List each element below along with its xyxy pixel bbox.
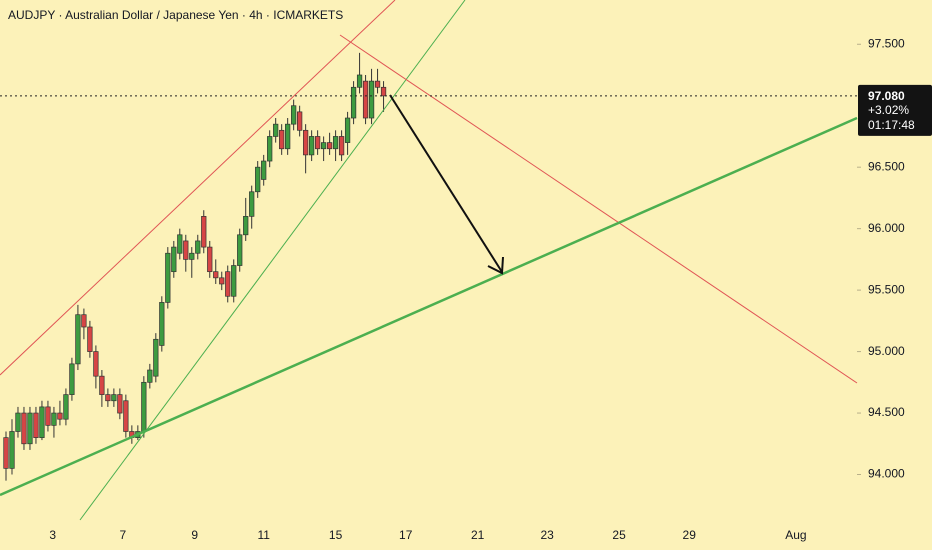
candle-body	[87, 326, 93, 352]
candle-body	[9, 431, 15, 469]
candle-body	[279, 129, 285, 150]
x-tick-label: Aug	[785, 528, 806, 542]
candle-body	[237, 234, 243, 266]
candle-body	[213, 271, 219, 279]
candle-body	[243, 216, 249, 236]
candle-body	[344, 117, 351, 143]
candle-body	[69, 363, 75, 395]
candle-body	[93, 351, 99, 377]
y-tick-label: 96.000	[868, 221, 905, 235]
candle-body	[297, 111, 303, 131]
candle-body	[285, 123, 291, 150]
candle-body	[63, 394, 69, 420]
candle-body	[111, 394, 117, 402]
candle-body	[177, 234, 183, 254]
y-tick-label: 94.500	[868, 405, 905, 419]
candle-body	[171, 246, 177, 273]
candle-body	[309, 136, 315, 156]
x-tick-label: 29	[683, 528, 697, 542]
x-tick-label: 15	[329, 528, 343, 542]
candles	[3, 52, 387, 481]
drawings	[0, 0, 858, 521]
countdown-label: 01:17:48	[868, 118, 915, 132]
y-tick-label: 95.000	[868, 344, 905, 358]
candle-body	[51, 412, 57, 426]
candle-body	[15, 412, 21, 432]
candle-body	[75, 314, 81, 365]
descending-line	[339, 34, 858, 384]
candle-body	[261, 160, 267, 180]
change-label: +3.02%	[868, 103, 909, 117]
candle-body	[320, 142, 327, 150]
candle-body	[45, 406, 51, 426]
y-tick-label: 97.500	[868, 36, 905, 50]
candle-body	[368, 80, 375, 119]
x-tick-label: 3	[49, 528, 56, 542]
candle-body	[33, 412, 39, 438]
candle-body	[380, 86, 387, 97]
chart-title: AUDJPY · Australian Dollar / Japanese Ye…	[8, 8, 343, 22]
candle-body	[165, 252, 171, 303]
candle-body	[21, 412, 27, 445]
support-line	[0, 116, 858, 497]
candle-body	[117, 394, 123, 414]
candle-body	[159, 302, 165, 346]
channel-bottom-line	[79, 0, 466, 521]
x-tick-label: 23	[540, 528, 554, 542]
candle-body	[39, 406, 45, 438]
candle-body	[273, 123, 279, 137]
x-tick-label: 9	[191, 528, 198, 542]
candle-body	[362, 80, 369, 119]
candle-body	[3, 437, 9, 469]
y-tick-label: 95.500	[868, 282, 905, 296]
candle-body	[249, 191, 255, 217]
candle-body	[219, 277, 225, 285]
arrow-head	[487, 256, 504, 275]
candle-body	[315, 136, 321, 150]
candle-body	[326, 142, 333, 150]
candle-body	[189, 252, 195, 260]
candle-body	[267, 136, 273, 162]
candle-body	[57, 412, 63, 420]
candle-body	[141, 381, 147, 432]
candle-body	[350, 86, 357, 119]
candle-body	[153, 338, 159, 377]
price-label-box	[858, 84, 932, 136]
candle-body	[123, 400, 129, 432]
candle-body	[225, 271, 231, 297]
candle-body	[183, 240, 189, 260]
x-tick-label: 17	[399, 528, 413, 542]
x-tick-label: 21	[471, 528, 485, 542]
x-tick-label: 25	[612, 528, 626, 542]
candle-body	[201, 216, 207, 248]
candle-body	[231, 265, 237, 297]
candle-body	[374, 80, 381, 88]
y-tick-label: 96.500	[868, 159, 905, 173]
y-tick-label: 94.000	[868, 467, 905, 481]
candle-body	[255, 166, 261, 193]
x-tick-label: 7	[120, 528, 127, 542]
last-price-label: 97.080	[868, 89, 905, 103]
candle-body	[356, 74, 363, 88]
candle-body	[147, 369, 153, 383]
candle-body	[338, 136, 345, 156]
candle-body	[303, 129, 309, 156]
candle-body	[195, 240, 201, 254]
candle-body	[99, 375, 105, 395]
candle-body	[105, 394, 111, 402]
candle-body	[332, 136, 339, 150]
candle-body	[81, 314, 87, 328]
overlay: 94.000 94.500 95.000 95.500 96.000 96.500 97.5…	[0, 36, 932, 542]
candle-body	[291, 105, 297, 125]
channel-top-line	[0, 0, 396, 376]
candle-body	[27, 412, 33, 445]
arrow-line	[389, 94, 503, 273]
candle-body	[207, 246, 213, 273]
x-tick-label: 11	[257, 528, 270, 542]
